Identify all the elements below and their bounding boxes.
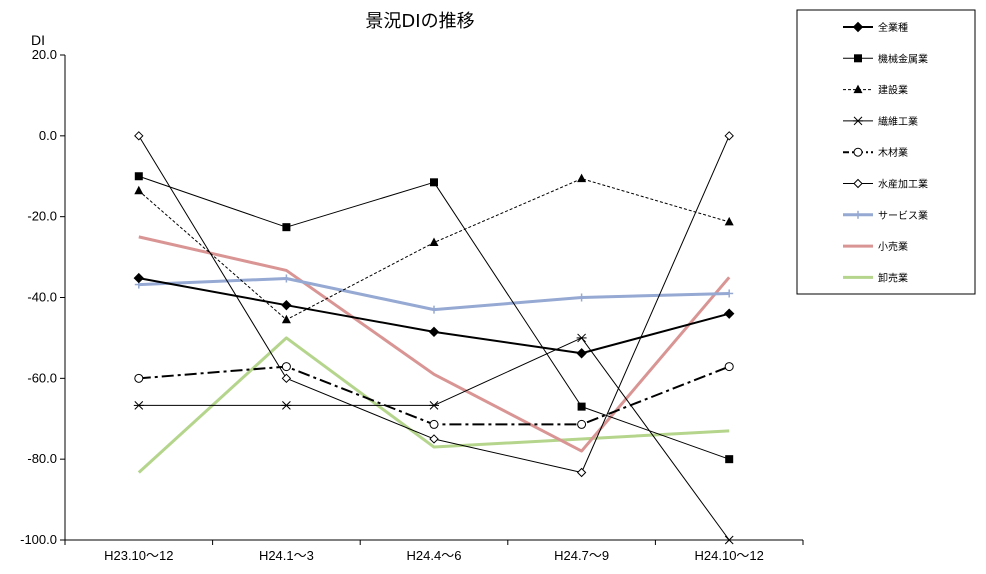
legend-marker [854,54,862,63]
series-line [137,336,730,474]
y-tick-label: -20.0 [27,209,57,224]
data-point [133,401,144,410]
data-point [429,419,439,429]
legend-label: 建設業 [878,84,908,97]
series-7 [138,235,731,453]
legend-entry: 繊維工業 [843,115,918,128]
series-6 [134,274,734,314]
legend-label: 卸売業 [878,271,908,284]
legend-label: 繊維工業 [878,115,918,128]
data-point [281,401,292,410]
data-point [134,185,144,195]
data-point [577,419,587,429]
data-point [282,274,291,283]
y-tick-label: -100.0 [20,532,57,547]
data-point [576,467,587,478]
y-tick-label: -40.0 [27,290,57,305]
data-point [577,173,587,183]
data-point [723,308,735,319]
y-tick-label: 20.0 [32,47,57,62]
data-point [725,289,734,298]
chart-title: 景況DIの推移 [365,11,474,32]
series-3 [133,333,735,545]
data-point [430,305,438,314]
series-0 [133,272,735,359]
legend-label: サービス業 [878,209,928,222]
data-point [430,178,438,187]
legend-label: 木材業 [878,146,908,159]
x-tick-label: H24.7～9 [554,548,609,563]
data-point [576,348,587,359]
legend-marker [853,116,863,126]
series-8 [137,336,730,474]
data-point [133,272,145,284]
legend-label: 全業種 [878,21,908,34]
data-point [282,223,291,232]
data-point [724,535,735,545]
data-point [134,172,143,181]
data-point [134,373,144,383]
data-point [576,333,587,343]
y-axis-label: DI [31,32,45,48]
series-5 [134,131,734,478]
series-2 [134,173,734,324]
data-point [724,362,734,372]
legend-entry: 全業種 [843,21,908,34]
legend-entry: 卸売業 [843,271,908,284]
legend-entry: 機械金属業 [843,52,928,65]
legend-marker [853,178,863,189]
legend-box [796,9,976,295]
series-line [138,175,730,460]
legend-label: 機械金属業 [878,52,928,65]
data-point [724,216,734,226]
y-tick-label: 0.0 [39,128,57,143]
series-layer [133,131,735,545]
data-point [725,455,734,464]
data-point [281,373,292,384]
y-tick-label: -80.0 [27,451,57,466]
series-line [138,277,730,355]
x-tick-label: H23.10～12 [104,548,173,563]
axes: 20.0 0.0 -20.0 -40.0 -60.0 -80.0 -100.0 H23.10～… [20,47,804,563]
legend-marker [854,210,862,219]
legend-entry: 木材業 [843,146,908,159]
data-point [281,299,292,311]
y-tick-label: -60.0 [27,370,57,385]
legend-entry: 小売業 [843,240,908,253]
data-point [281,362,291,372]
data-point [428,326,440,338]
series-1 [134,172,734,464]
data-point [429,401,439,410]
data-point [429,237,439,247]
x-tick-label: H24.4～6 [407,548,462,563]
x-tick-label: H24.10～12 [695,548,764,563]
data-point [429,434,439,444]
data-point [577,293,586,302]
legend-label: 小売業 [878,240,908,253]
data-point [577,402,586,411]
data-point [134,131,144,141]
data-point [724,131,734,141]
data-point [281,314,291,324]
legend-entry: 水産加工業 [843,178,928,191]
legend-marker [853,147,863,157]
legend-entry: サービス業 [843,209,928,222]
legend-entry: 建設業 [843,84,908,97]
series-line [138,178,730,321]
legend-label: 水産加工業 [878,178,928,191]
legend-marker [853,84,863,94]
series-line [138,235,731,453]
x-tick-label: H24.1～3 [259,548,314,563]
legend-marker [852,21,864,33]
